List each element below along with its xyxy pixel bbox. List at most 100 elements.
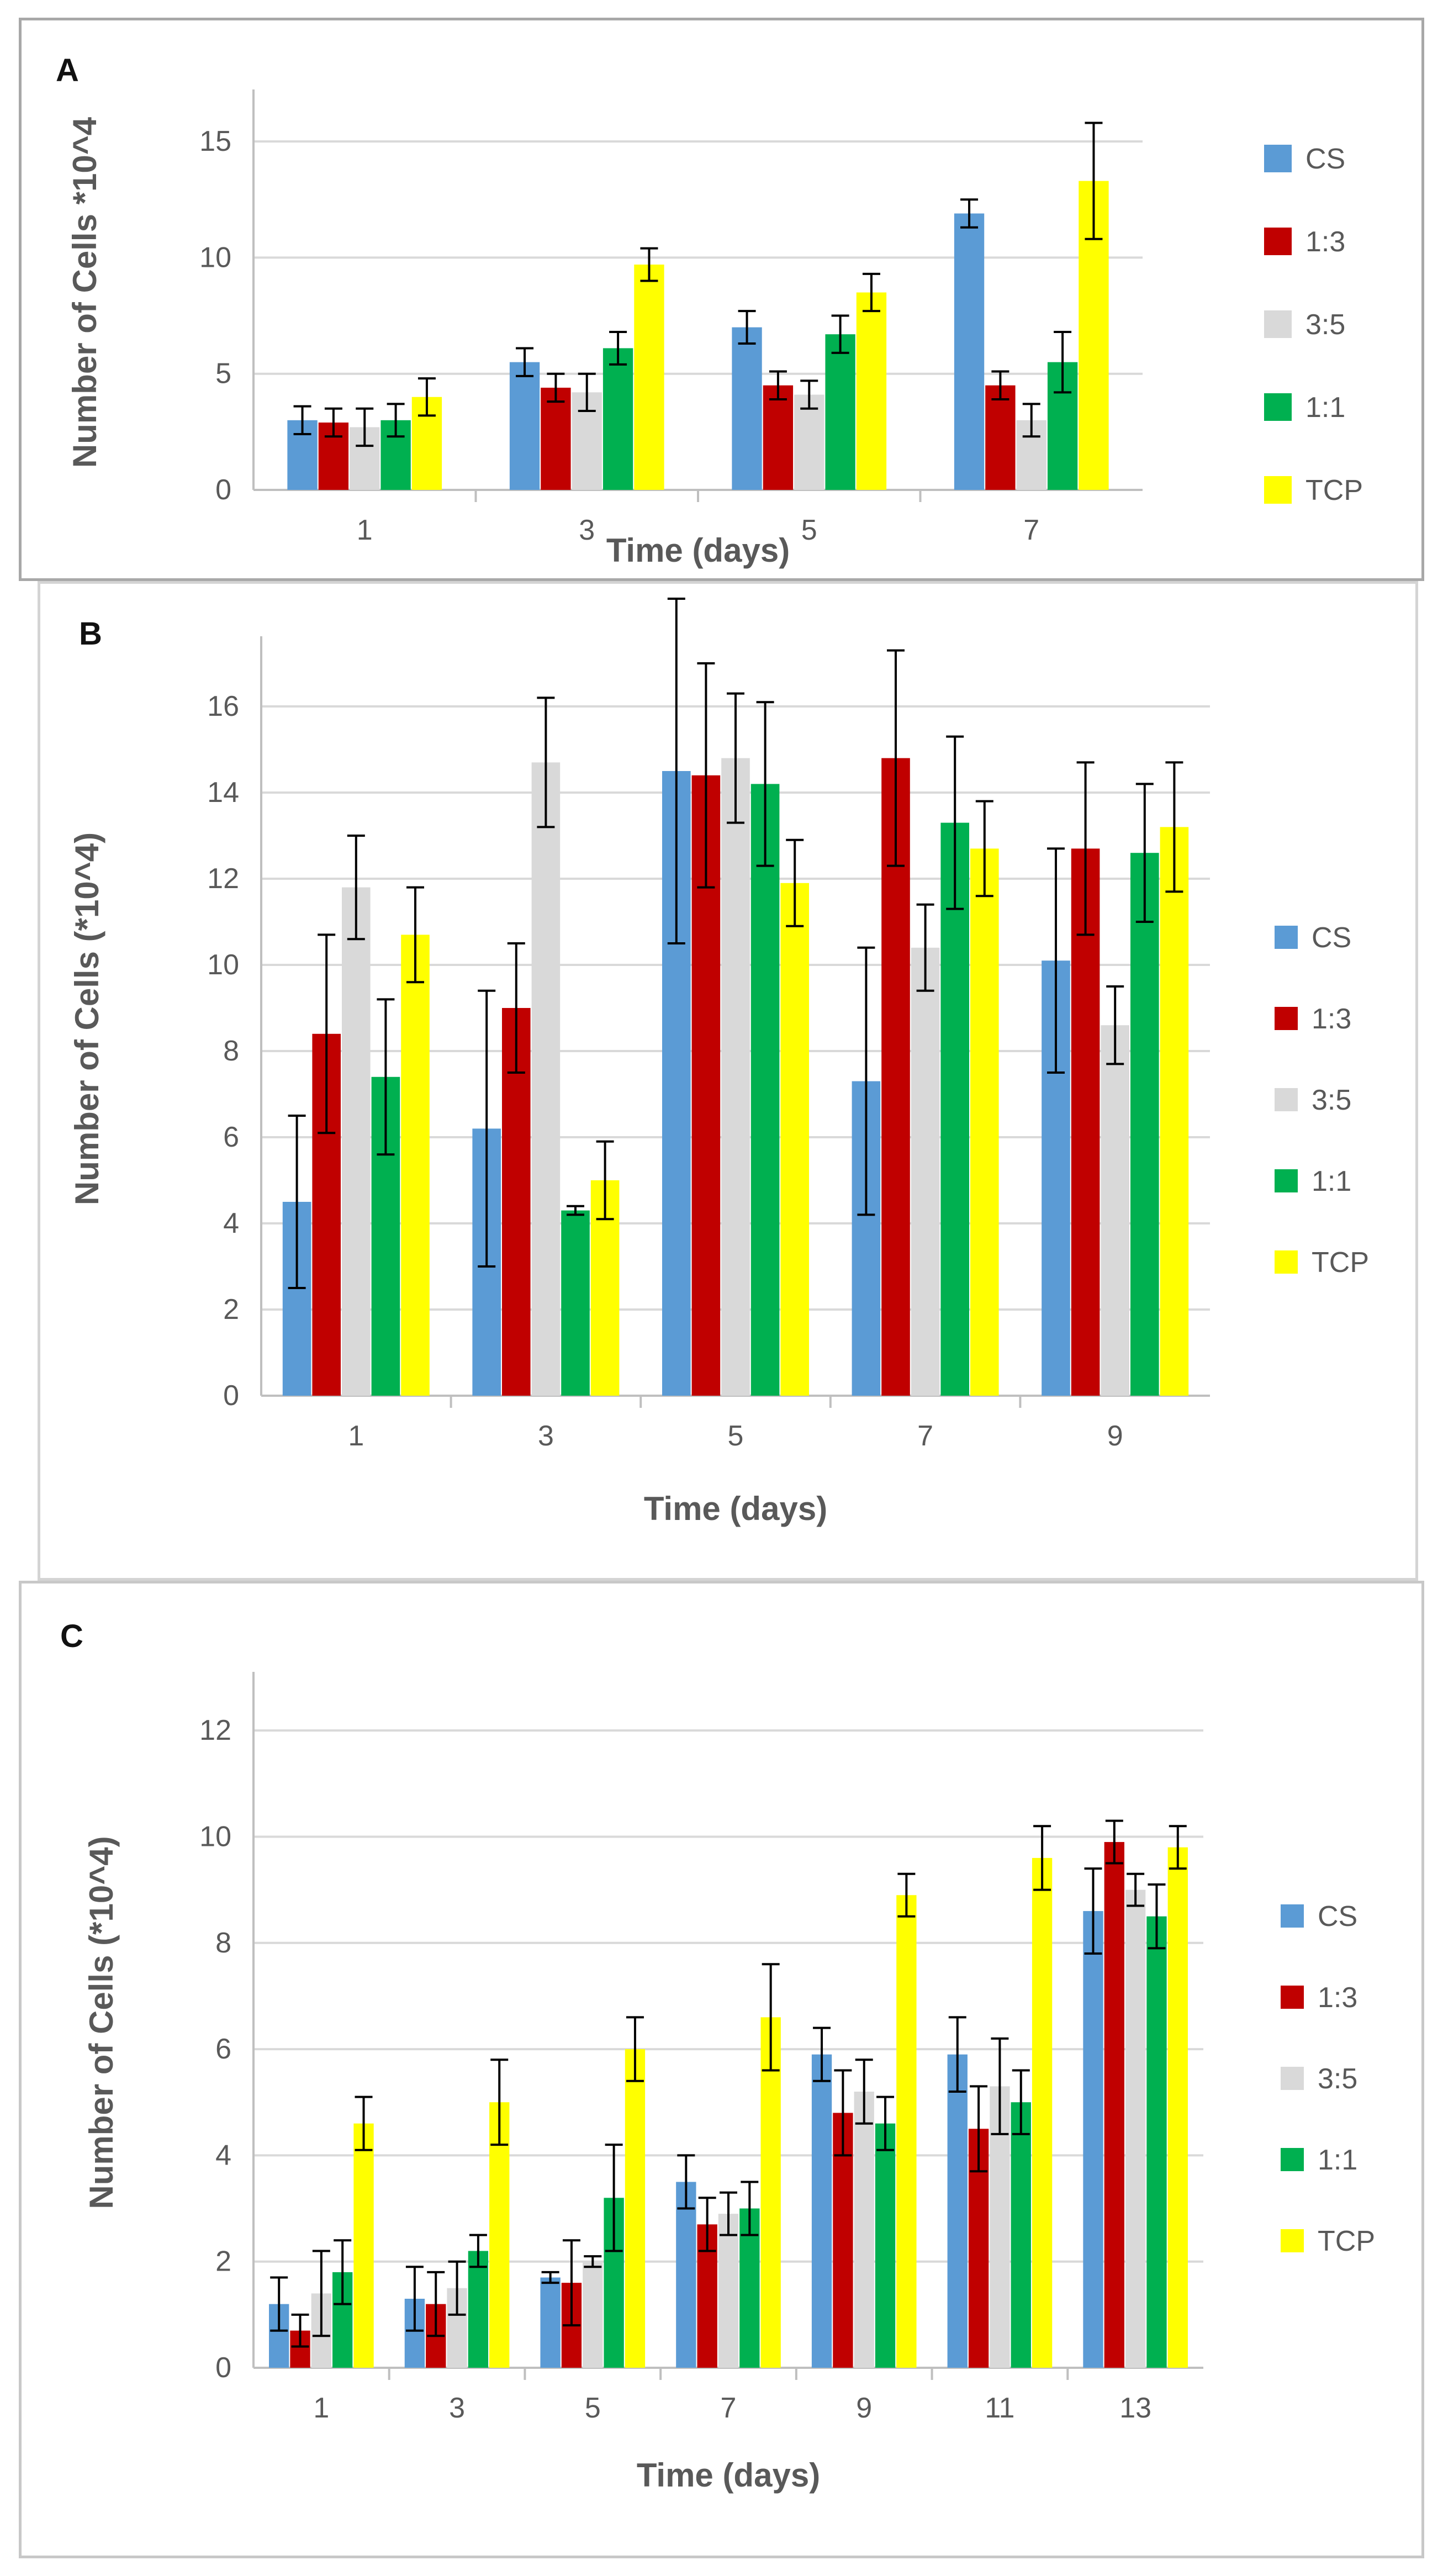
bar-tcp-day-5 — [625, 2049, 646, 2368]
y-tick-label: 14 — [207, 777, 239, 809]
y-tick-label: 12 — [199, 1714, 231, 1746]
bar-3-5-day-3 — [531, 762, 561, 1396]
bar-tcp-day-9 — [1160, 827, 1189, 1396]
legend-label-tcp: TCP — [1312, 1247, 1369, 1279]
bar-1-3-day-5 — [763, 385, 794, 490]
bar-cs-day-11 — [947, 2054, 968, 2368]
bar-tcp-day-11 — [1032, 1857, 1053, 2368]
y-axis-title: Number of Cells *10^4 — [66, 117, 103, 468]
y-tick-label: 5 — [215, 358, 231, 390]
y-tick-label: 6 — [223, 1121, 239, 1153]
x-tick-label: 7 — [721, 2392, 737, 2424]
legend-label-tcp: TCP — [1305, 474, 1363, 506]
legend-swatch-tcp — [1281, 2229, 1304, 2252]
legend-swatch-tcp — [1275, 1250, 1298, 1274]
panel-label-a: A — [56, 52, 79, 88]
bar-cs-day-5 — [732, 327, 762, 490]
legend-label-tcp: TCP — [1318, 2225, 1375, 2257]
bar-3-5-day-9 — [1101, 1025, 1130, 1396]
x-tick-label: 7 — [917, 1420, 933, 1452]
bar-1-1-day-3 — [602, 348, 633, 490]
bar-cs-day-5 — [540, 2277, 561, 2368]
legend-swatch-1-1 — [1264, 393, 1292, 421]
y-tick-label: 0 — [215, 2352, 231, 2384]
y-tick-label: 12 — [207, 863, 239, 895]
y-tick-label: 0 — [223, 1380, 239, 1412]
legend-swatch-cs — [1275, 926, 1298, 949]
y-tick-label: 0 — [215, 474, 231, 506]
panel-c: C 0 2 4 6 8 10 12 1 3 5 7 9 11 13 Time (days) Number of … — [19, 1581, 1424, 2558]
bar-3-5-day-5 — [583, 2261, 603, 2368]
x-tick-label: 11 — [985, 2392, 1014, 2424]
y-tick-label: 10 — [199, 1820, 231, 1852]
x-tick-label: 3 — [579, 514, 595, 546]
bar-1-1-day-5 — [750, 784, 780, 1396]
y-tick-label: 16 — [207, 690, 239, 722]
legend-swatch-tcp — [1264, 476, 1292, 504]
bar-tcp-day-3 — [489, 2102, 510, 2368]
bar-cs-day-7 — [954, 213, 985, 490]
x-tick-label: 5 — [728, 1420, 744, 1452]
legend-label-1-3: 1:3 — [1318, 1982, 1357, 2014]
bar-tcp-day-5 — [856, 292, 887, 490]
x-tick-label: 9 — [1107, 1420, 1123, 1452]
legend-label-1-3: 1:3 — [1305, 226, 1345, 258]
y-tick-label: 8 — [215, 1927, 231, 1959]
y-tick-label: 4 — [223, 1207, 239, 1239]
bar-1-1-day-7 — [940, 822, 970, 1396]
bar-cs-day-13 — [1083, 1911, 1103, 2368]
x-tick-label: 5 — [585, 2392, 601, 2424]
legend-label-1-1: 1:1 — [1305, 392, 1345, 424]
bar-3-5-day-7 — [718, 2214, 739, 2368]
panel-a: A 0 5 10 15 1 3 5 7 Time (days) Number of Cells *1… — [19, 18, 1424, 581]
x-tick-label: 3 — [449, 2392, 465, 2424]
y-tick-label: 2 — [223, 1294, 239, 1326]
y-tick-label: 4 — [215, 2139, 231, 2171]
legend-label-3-5: 3:5 — [1318, 2063, 1357, 2095]
y-tick-label: 2 — [215, 2246, 231, 2278]
bar-1-3-day-3 — [541, 387, 571, 490]
x-tick-label: 7 — [1023, 514, 1039, 546]
bar-tcp-day-7 — [970, 848, 999, 1396]
bar-3-5-day-13 — [1125, 1889, 1146, 2368]
legend-swatch-3-5 — [1281, 2067, 1304, 2090]
bar-1-1-day-5 — [825, 334, 855, 490]
legend-swatch-cs — [1281, 1904, 1304, 1928]
legend-label-1-3: 1:3 — [1312, 1003, 1351, 1035]
x-tick-label: 3 — [538, 1420, 554, 1452]
x-tick-label: 5 — [801, 514, 817, 546]
y-tick-label: 6 — [215, 2033, 231, 2065]
x-tick-label: 1 — [357, 514, 373, 546]
legend-swatch-1-1 — [1275, 1169, 1298, 1192]
legend-swatch-3-5 — [1275, 1088, 1298, 1111]
bar-tcp-day-13 — [1167, 1847, 1188, 2368]
chart-b: B 0 2 4 6 8 10 12 14 16 1 3 5 7 9 Time (days) Number of … — [68, 598, 1369, 1527]
bar-1-1-day-11 — [1011, 2102, 1031, 2368]
bar-tcp-day-5 — [780, 883, 810, 1396]
legend-label-1-1: 1:1 — [1312, 1165, 1351, 1197]
bar-tcp-day-1 — [353, 2123, 374, 2368]
x-tick-label: 1 — [313, 2392, 329, 2424]
bar-1-1-day-13 — [1146, 1916, 1167, 2368]
x-axis-title: Time (days) — [606, 532, 790, 569]
bar-cs-day-9 — [811, 2054, 832, 2368]
panel-b: B 0 2 4 6 8 10 12 14 16 1 3 5 7 9 Time (days) Number of … — [38, 581, 1418, 1581]
x-tick-label: 13 — [1119, 2392, 1151, 2424]
bar-3-5-day-9 — [854, 2092, 874, 2368]
legend-swatch-1-3 — [1275, 1007, 1298, 1030]
bar-tcp-day-7 — [760, 2017, 781, 2368]
y-axis-title: Number of Cells (*10^4) — [83, 1836, 120, 2209]
legend-swatch-1-3 — [1281, 1986, 1304, 2009]
chart-a: A 0 5 10 15 1 3 5 7 Time (days) Number of Cells *1… — [56, 52, 1363, 569]
x-tick-label: 1 — [348, 1420, 364, 1452]
bar-3-5-day-5 — [794, 394, 824, 490]
bar-tcp-day-1 — [401, 935, 430, 1396]
bar-1-1-day-3 — [468, 2251, 489, 2368]
panel-label-c: C — [60, 1618, 83, 1654]
bar-1-3-day-9 — [1071, 848, 1100, 1396]
y-tick-label: 10 — [199, 241, 231, 273]
y-tick-label: 15 — [199, 125, 231, 157]
bar-cs-day-7 — [676, 2182, 696, 2368]
legend-label-cs: CS — [1305, 143, 1345, 175]
